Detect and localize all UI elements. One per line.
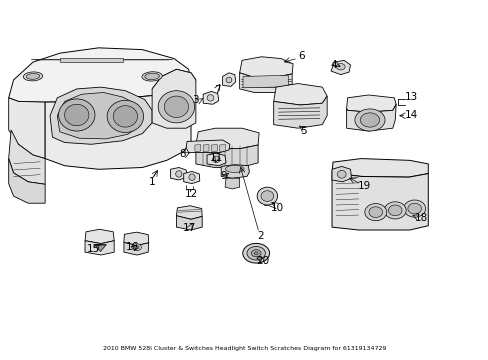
Polygon shape: [152, 69, 196, 128]
Text: 1: 1: [148, 177, 155, 187]
Polygon shape: [239, 57, 292, 77]
Polygon shape: [123, 243, 148, 255]
Text: 7: 7: [214, 85, 221, 95]
Ellipse shape: [225, 165, 244, 172]
Ellipse shape: [360, 113, 379, 127]
Text: 14: 14: [404, 110, 417, 120]
Polygon shape: [331, 166, 351, 182]
Ellipse shape: [384, 202, 406, 219]
Ellipse shape: [257, 187, 277, 205]
Polygon shape: [176, 216, 202, 230]
Text: 17: 17: [183, 222, 196, 233]
Polygon shape: [239, 73, 291, 93]
Text: 9: 9: [220, 171, 226, 181]
Polygon shape: [196, 128, 259, 149]
Ellipse shape: [26, 73, 40, 79]
Ellipse shape: [403, 200, 425, 217]
Text: 4: 4: [329, 60, 336, 70]
Polygon shape: [50, 87, 152, 144]
Ellipse shape: [261, 191, 273, 202]
Ellipse shape: [107, 100, 143, 132]
Ellipse shape: [387, 205, 401, 216]
Polygon shape: [331, 158, 427, 177]
Polygon shape: [176, 206, 202, 219]
Text: 20: 20: [255, 256, 268, 266]
Text: 12: 12: [184, 189, 197, 199]
Polygon shape: [9, 48, 191, 102]
Text: 16: 16: [126, 242, 139, 252]
Ellipse shape: [354, 109, 384, 131]
Ellipse shape: [131, 244, 141, 251]
Polygon shape: [195, 145, 201, 152]
Text: 10: 10: [270, 203, 283, 213]
Polygon shape: [346, 104, 395, 131]
Ellipse shape: [243, 243, 269, 263]
Text: 13: 13: [404, 92, 417, 102]
Ellipse shape: [246, 247, 265, 260]
Polygon shape: [9, 98, 45, 158]
Ellipse shape: [212, 156, 220, 162]
Polygon shape: [95, 245, 106, 251]
Polygon shape: [273, 96, 326, 128]
Ellipse shape: [336, 64, 345, 70]
Polygon shape: [203, 145, 208, 152]
Polygon shape: [85, 229, 114, 244]
Polygon shape: [222, 73, 235, 86]
Text: 15: 15: [87, 244, 100, 254]
Text: 5: 5: [300, 126, 306, 136]
Ellipse shape: [364, 203, 386, 221]
Bar: [60, 58, 122, 62]
Ellipse shape: [64, 104, 89, 126]
Polygon shape: [183, 171, 200, 184]
Ellipse shape: [175, 171, 182, 177]
Text: 3: 3: [192, 95, 199, 105]
Polygon shape: [219, 145, 225, 152]
Text: 6: 6: [298, 51, 305, 61]
Ellipse shape: [368, 207, 382, 217]
Text: 11: 11: [210, 153, 223, 163]
Polygon shape: [331, 173, 427, 230]
Polygon shape: [224, 178, 239, 189]
Polygon shape: [85, 241, 114, 255]
Ellipse shape: [225, 77, 231, 83]
Ellipse shape: [23, 72, 42, 81]
Polygon shape: [170, 167, 187, 180]
Ellipse shape: [188, 174, 195, 180]
Ellipse shape: [144, 73, 159, 80]
Ellipse shape: [337, 170, 346, 178]
Ellipse shape: [407, 203, 421, 214]
Polygon shape: [221, 165, 249, 178]
Polygon shape: [152, 69, 196, 94]
Ellipse shape: [158, 91, 194, 123]
Ellipse shape: [251, 249, 261, 257]
Polygon shape: [206, 153, 225, 166]
Ellipse shape: [206, 95, 213, 101]
Text: 18: 18: [414, 213, 427, 223]
Text: 19: 19: [357, 181, 370, 192]
Polygon shape: [330, 60, 350, 75]
Ellipse shape: [254, 252, 258, 255]
Polygon shape: [123, 232, 148, 246]
Polygon shape: [196, 144, 258, 167]
Text: 2: 2: [257, 231, 264, 242]
Polygon shape: [346, 95, 395, 112]
Ellipse shape: [164, 96, 188, 117]
Text: 8: 8: [179, 149, 185, 159]
Polygon shape: [186, 140, 229, 153]
Polygon shape: [211, 145, 217, 152]
Polygon shape: [45, 80, 191, 169]
Ellipse shape: [59, 99, 95, 131]
Ellipse shape: [142, 72, 162, 81]
Polygon shape: [203, 91, 218, 104]
Polygon shape: [57, 93, 142, 139]
Polygon shape: [9, 130, 45, 184]
Polygon shape: [243, 75, 287, 88]
Ellipse shape: [113, 106, 137, 127]
Ellipse shape: [134, 246, 139, 249]
Polygon shape: [273, 84, 326, 105]
Polygon shape: [9, 158, 45, 203]
Text: 2010 BMW 528i Cluster & Switches Headlight Switch Scratches Diagram for 61319134: 2010 BMW 528i Cluster & Switches Headlig…: [102, 346, 386, 351]
